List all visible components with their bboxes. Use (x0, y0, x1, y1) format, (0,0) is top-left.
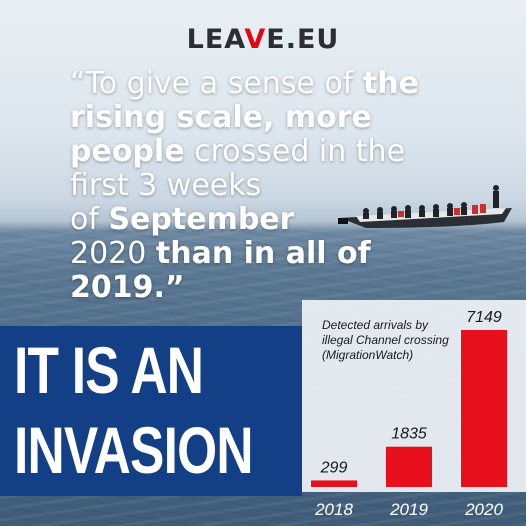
chart-title-line-3: (MigrationWatch) (322, 348, 414, 362)
quote-line-3-text: crossed in the (184, 134, 406, 169)
chart-title-line-2: illegal Channel crossing (322, 333, 449, 347)
quote-line-6: 2020 than in all of (70, 237, 490, 271)
chart-title-line-1: Detected arrivals by (322, 318, 429, 332)
logo-text-right: E.EU (266, 24, 340, 55)
migrant-boat-icon (338, 185, 512, 228)
quote-line-6-text: 2020 (70, 236, 156, 271)
quote-line-1: “To give a sense of the (70, 67, 490, 101)
quote-line-3-bold: people (70, 134, 185, 169)
logo-text-left: LEA (186, 24, 245, 55)
quote-line-5-text: of (70, 202, 109, 237)
tick-label-2019: 2019 (389, 500, 428, 519)
quote-line-5: of September (70, 203, 490, 237)
value-label-2018: 299 (320, 459, 348, 476)
quote-line-6-bold: than in all of (155, 236, 371, 271)
chart-title: Detected arrivals by illegal Channel cro… (322, 318, 462, 363)
quote-line-2: rising scale, more (70, 101, 490, 135)
bar-2019 (386, 446, 432, 487)
value-label-2019: 1835 (391, 426, 427, 443)
tick-label-2020: 2020 (464, 500, 503, 519)
headline-line-2: INVASION (14, 413, 254, 487)
invasion-headline: IT IS AN INVASION (14, 330, 254, 490)
quote-line-1-text: “To give a sense of (70, 66, 363, 101)
logo-tick-mark: V (244, 24, 267, 55)
quote-line-2-bold: rising scale, more (70, 100, 372, 135)
quote-text: “To give a sense of the rising scale, mo… (70, 67, 490, 305)
quote-line-7: 2019.” (70, 271, 490, 305)
leave-eu-logo: LEAVE.EU (0, 24, 526, 55)
headline-line-1: IT IS AN (14, 333, 204, 407)
tick-label-2018: 2018 (314, 500, 353, 519)
quote-line-1-bold: the (362, 66, 419, 101)
value-label-2020: 7149 (466, 309, 502, 326)
invasion-banner (0, 326, 302, 496)
quote-line-5-bold: September (108, 202, 295, 237)
quote-line-4: first 3 weeks (70, 168, 262, 203)
bar-2020 (461, 330, 507, 487)
bar-2018 (311, 480, 357, 487)
quote-line-3: people crossed in the (70, 135, 490, 169)
quote-line-7-bold: 2019.” (70, 270, 185, 305)
